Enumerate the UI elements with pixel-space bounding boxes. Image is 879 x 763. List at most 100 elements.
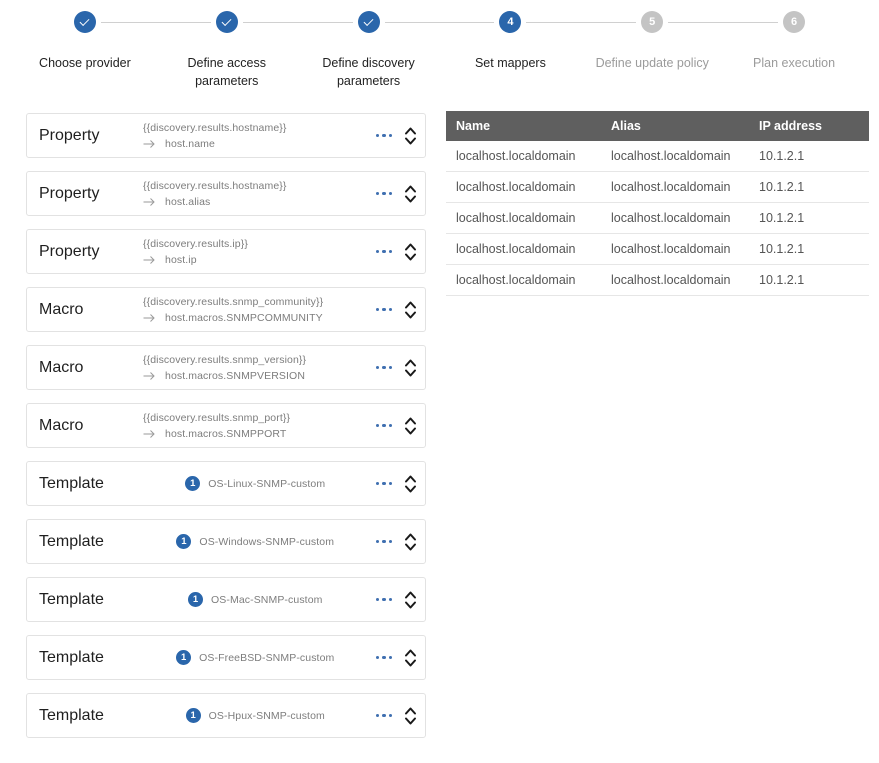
reorder-updown-icon[interactable] <box>404 646 417 670</box>
mapper-target-row: host.macros.SNMPVERSION <box>143 370 368 382</box>
more-options-icon[interactable] <box>375 307 392 312</box>
results-table-row[interactable]: localhost.localdomain localhost.localdoma… <box>446 233 869 265</box>
reorder-handle[interactable] <box>404 646 417 670</box>
step-connector-4 <box>526 22 637 23</box>
wizard-step-1[interactable]: Choose provider <box>14 11 211 72</box>
more-options-icon[interactable] <box>375 133 392 138</box>
more-options-icon[interactable] <box>375 655 392 660</box>
mapper-card[interactable]: Property {{discovery.results.hostname}} ho… <box>26 113 426 158</box>
reorder-handle[interactable] <box>404 124 417 148</box>
mapper-card[interactable]: Template 1 OS-Mac-SNMP-custom <box>26 577 426 622</box>
reorder-handle[interactable] <box>404 356 417 380</box>
more-options-icon[interactable] <box>375 423 392 428</box>
reorder-updown-icon[interactable] <box>404 530 417 554</box>
wizard-step-6[interactable]: 6 Plan execution <box>723 11 865 72</box>
reorder-updown-icon[interactable] <box>404 414 417 438</box>
reorder-handle[interactable] <box>404 298 417 322</box>
results-table-row[interactable]: localhost.localdomain localhost.localdoma… <box>446 264 869 296</box>
wizard-step-3[interactable]: Define discovery parameters <box>298 11 495 90</box>
mapper-target-field: host.macros.SNMPPORT <box>165 427 287 440</box>
check-icon <box>79 15 90 26</box>
mapper-source-expression: {{discovery.results.hostname}} <box>143 179 287 192</box>
more-options-icon[interactable] <box>375 597 392 602</box>
dot <box>388 249 392 254</box>
mapper-card[interactable]: Template 1 OS-Windows-SNMP-custom <box>26 519 426 564</box>
more-options-icon[interactable] <box>375 481 392 486</box>
reorder-handle[interactable] <box>404 704 417 728</box>
reorder-handle[interactable] <box>404 530 417 554</box>
mapper-card[interactable]: Template 1 OS-Linux-SNMP-custom <box>26 461 426 506</box>
results-panel: Name Alias IP address localhost.localdomai… <box>446 100 879 763</box>
results-column-header[interactable]: IP address <box>749 111 869 141</box>
reorder-updown-icon[interactable] <box>404 182 417 206</box>
results-cell: localhost.localdomain <box>446 202 601 234</box>
template-name: OS-Windows-SNMP-custom <box>199 535 335 548</box>
results-table-row[interactable]: localhost.localdomain localhost.localdoma… <box>446 171 869 203</box>
dot <box>375 539 379 544</box>
more-options-icon[interactable] <box>375 249 392 254</box>
step-connector-1 <box>100 22 211 23</box>
mapper-kind-label: Property <box>39 242 100 260</box>
results-table-row[interactable]: localhost.localdomain localhost.localdoma… <box>446 141 869 172</box>
wizard-step-2[interactable]: Define access parameters <box>156 11 353 90</box>
mapper-card[interactable]: Macro {{discovery.results.snmp_version}} h… <box>26 345 426 390</box>
results-table-row[interactable]: localhost.localdomain localhost.localdoma… <box>446 202 869 234</box>
template-count-badge: 1 <box>188 592 203 607</box>
mapper-template-body: 1 OS-Windows-SNMP-custom <box>143 534 368 549</box>
results-cell: 10.1.2.1 <box>749 141 869 172</box>
mapper-card[interactable]: Macro {{discovery.results.snmp_community}… <box>26 287 426 332</box>
results-cell: 10.1.2.1 <box>749 233 869 265</box>
mapper-actions <box>368 124 418 148</box>
dot <box>382 655 386 660</box>
reorder-handle[interactable] <box>404 182 417 206</box>
reorder-updown-icon[interactable] <box>404 472 417 496</box>
reorder-updown-icon[interactable] <box>404 704 417 728</box>
reorder-handle[interactable] <box>404 472 417 496</box>
results-cell: localhost.localdomain <box>601 233 749 265</box>
dot <box>382 307 386 312</box>
reorder-updown-icon[interactable] <box>404 356 417 380</box>
mapper-card[interactable]: Property {{discovery.results.ip}} host.ip <box>26 229 426 274</box>
reorder-updown-icon[interactable] <box>404 588 417 612</box>
results-table-body: localhost.localdomain localhost.localdoma… <box>446 141 869 296</box>
dot <box>375 597 379 602</box>
mapper-target-field: host.alias <box>165 195 211 208</box>
more-options-icon[interactable] <box>375 713 392 718</box>
template-count-badge: 1 <box>176 534 192 549</box>
mapper-card[interactable]: Macro {{discovery.results.snmp_port}} host… <box>26 403 426 448</box>
dot <box>382 597 386 602</box>
dot <box>375 655 379 660</box>
results-column-header[interactable]: Name <box>446 111 601 141</box>
reorder-handle[interactable] <box>404 588 417 612</box>
mapper-kind-label: Template <box>39 532 104 550</box>
results-cell: localhost.localdomain <box>446 264 601 296</box>
mapper-expression-body: {{discovery.results.ip}} host.ip <box>143 238 368 266</box>
reorder-updown-icon[interactable] <box>404 124 417 148</box>
mapper-actions <box>368 356 418 380</box>
mapper-scrollbar-track[interactable] <box>432 100 442 763</box>
wizard-step-4[interactable]: 4 Set mappers <box>439 11 637 72</box>
step-check-icon <box>215 11 238 33</box>
reorder-handle[interactable] <box>404 414 417 438</box>
reorder-updown-icon[interactable] <box>404 298 417 322</box>
mapper-card[interactable]: Property {{discovery.results.hostname}} ho… <box>26 171 426 216</box>
mapper-kind-label: Template <box>39 648 104 666</box>
more-options-icon[interactable] <box>375 191 392 196</box>
arrow-right-icon <box>143 371 155 380</box>
dot <box>375 713 379 718</box>
results-column-header[interactable]: Alias <box>601 111 749 141</box>
template-name: OS-Mac-SNMP-custom <box>211 593 323 606</box>
reorder-updown-icon[interactable] <box>404 240 417 264</box>
mapper-card[interactable]: Template 1 OS-Hpux-SNMP-custom <box>26 693 426 738</box>
more-options-icon[interactable] <box>375 365 392 370</box>
reorder-handle[interactable] <box>404 240 417 264</box>
arrow-right-icon <box>143 139 155 148</box>
template-count-badge: 1 <box>185 708 201 723</box>
mapper-card[interactable]: Template 1 OS-FreeBSD-SNMP-custom <box>26 635 426 680</box>
results-cell: localhost.localdomain <box>601 171 749 203</box>
more-options-icon[interactable] <box>375 539 392 544</box>
results-table-header-row: Name Alias IP address <box>446 111 869 141</box>
mapper-target-row: host.macros.SNMPCOMMUNITY <box>143 312 368 324</box>
dot <box>382 539 386 544</box>
wizard-step-5[interactable]: 5 Define update policy <box>581 11 779 72</box>
